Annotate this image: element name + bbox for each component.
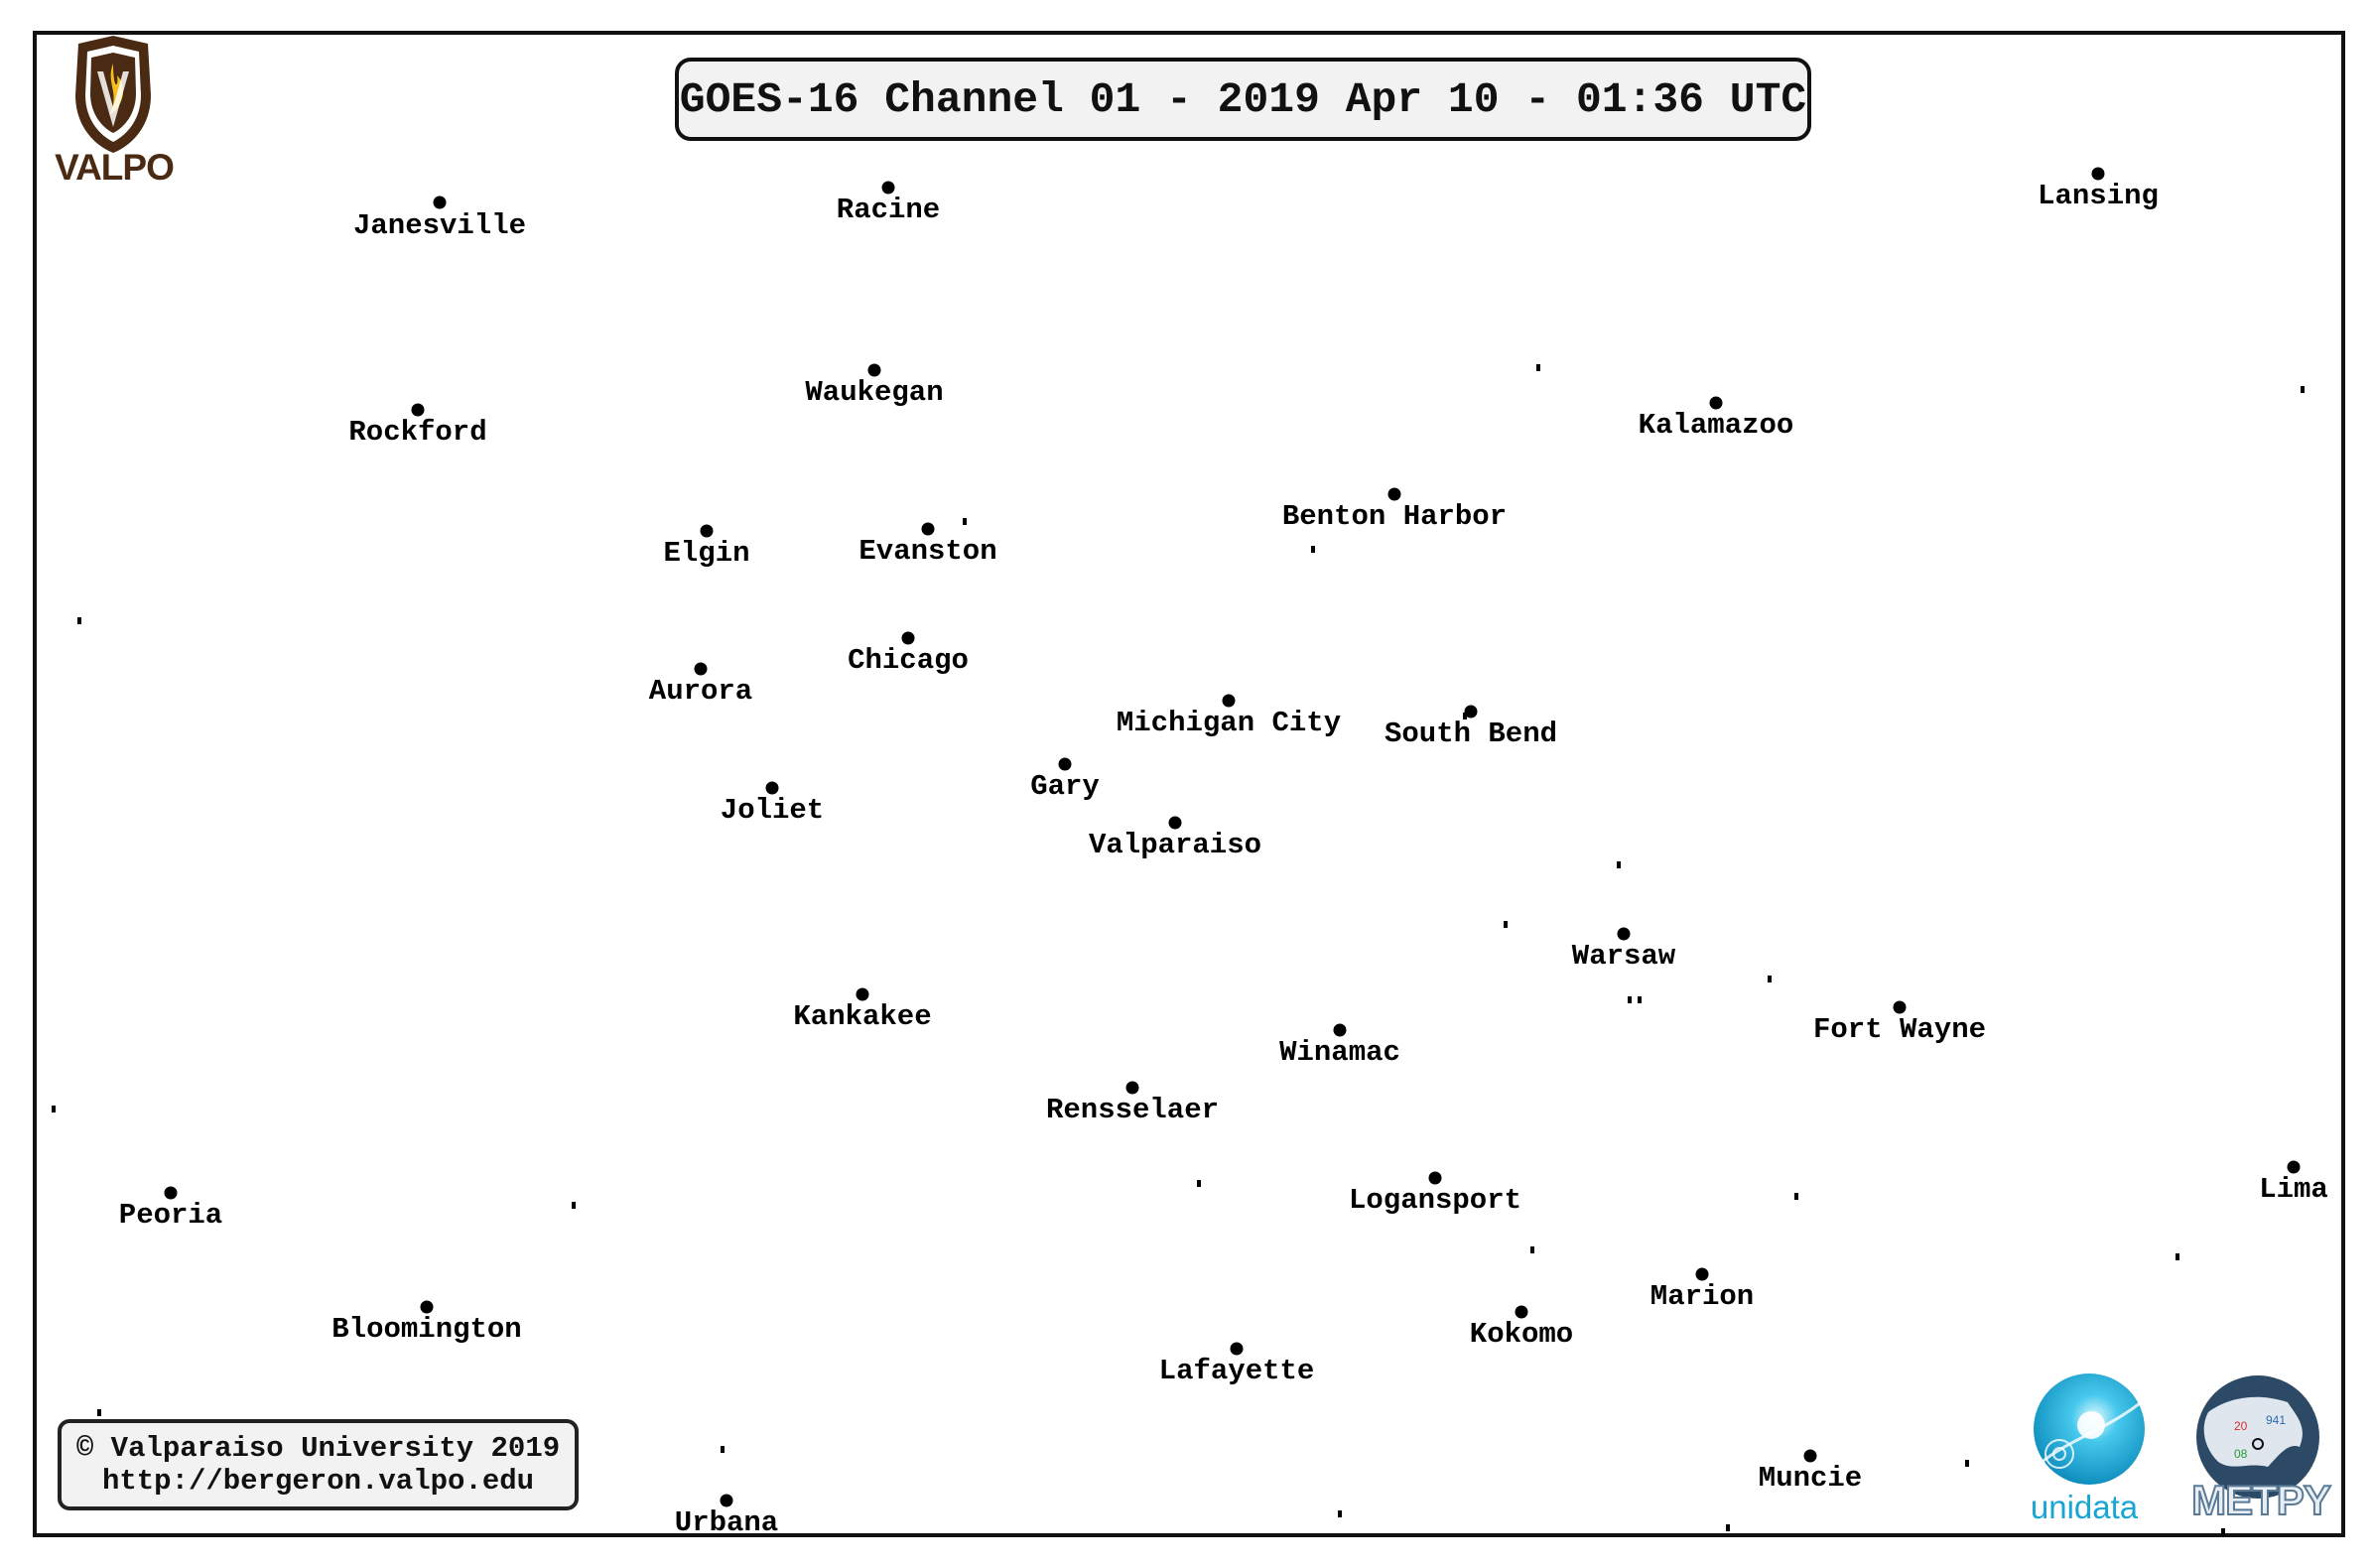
city-marker [433, 196, 447, 209]
city-marker [1125, 1081, 1139, 1095]
city-marker [867, 363, 881, 377]
svg-text:08: 08 [2234, 1447, 2248, 1461]
speck [1965, 1460, 1969, 1467]
speck [1794, 1193, 1798, 1200]
speck [1504, 921, 1508, 928]
city-marker [1803, 1449, 1817, 1463]
speck [97, 1409, 101, 1416]
unidata-logo-text: unidata [2030, 1489, 2139, 1525]
website-url: http://bergeron.valpo.edu [101, 1465, 535, 1498]
city-label: Aurora [648, 675, 753, 708]
city-label: Lansing [2038, 180, 2159, 212]
city-label: Valparaiso [1088, 829, 1262, 861]
city-marker [720, 1494, 733, 1507]
city-label: Joliet [720, 794, 825, 827]
metpy-logo-text: METPY [2190, 1476, 2332, 1524]
speck [1726, 1524, 1730, 1531]
map-title: GOES-16 Channel 01 - 2019 Apr 10 - 01:36… [675, 58, 1811, 141]
svg-text:20: 20 [2234, 1419, 2248, 1433]
speck [1338, 1510, 1342, 1517]
city-marker [164, 1186, 178, 1200]
city-label: Waukegan [805, 376, 944, 409]
speck [721, 1446, 725, 1453]
city-label: Kalamazoo [1638, 409, 1794, 442]
city-marker [856, 987, 869, 1001]
city-label: Rockford [348, 416, 487, 449]
speck [963, 518, 967, 525]
city-marker [921, 522, 935, 536]
copyright-line: © Valparaiso University 2019 [75, 1432, 561, 1465]
city-label: Fort Wayne [1812, 1013, 1987, 1046]
speck [572, 1202, 576, 1209]
speck [1768, 976, 1772, 982]
city-label: Winamac [1279, 1036, 1400, 1069]
city-marker [881, 181, 895, 195]
city-marker [420, 1300, 434, 1314]
city-marker [694, 662, 708, 676]
speck [1617, 861, 1621, 868]
city-label: South Bend [1384, 718, 1558, 750]
city-marker [1168, 816, 1182, 830]
city-label: Logansport [1348, 1184, 1522, 1217]
city-marker [2091, 167, 2105, 181]
speck [1638, 996, 1642, 1003]
copyright-box: © Valparaiso University 2019 http://berg… [58, 1419, 579, 1510]
valpo-logo-text: VALPO [55, 147, 175, 188]
city-marker [1464, 705, 1478, 719]
city-label: Kankakee [793, 1000, 932, 1033]
city-label: Chicago [848, 644, 969, 677]
city-marker [1058, 757, 1072, 771]
city-marker [901, 631, 915, 645]
speck [2176, 1253, 2179, 1260]
city-marker [2287, 1160, 2301, 1174]
city-label: Warsaw [1571, 940, 1676, 973]
svg-text:941: 941 [2266, 1413, 2286, 1427]
metpy-logo-icon: 20 941 08 [2196, 1375, 2319, 1499]
speck [52, 1106, 56, 1112]
valpo-logo-icon [75, 36, 151, 153]
city-marker [1515, 1305, 1528, 1319]
city-label: Peoria [118, 1199, 223, 1232]
speck [1628, 996, 1632, 1003]
city-label: Janesville [352, 209, 527, 242]
city-label: Lafayette [1158, 1355, 1315, 1387]
city-label: Urbana [674, 1506, 779, 1539]
speck [1463, 713, 1467, 719]
unidata-logo-icon [2034, 1373, 2146, 1485]
city-label: Lima [2259, 1173, 2328, 1206]
city-label: Evanston [858, 535, 997, 568]
city-marker [1709, 396, 1723, 410]
city-marker [1617, 927, 1631, 941]
city-marker [411, 403, 425, 417]
city-label: Muncie [1758, 1462, 1863, 1495]
city-label: Marion [1649, 1280, 1755, 1313]
city-label: Elgin [663, 537, 750, 570]
city-label: Michigan City [1116, 707, 1342, 739]
speck [1311, 546, 1315, 553]
speck [77, 617, 81, 624]
city-marker [1230, 1342, 1244, 1356]
city-label: Rensselaer [1045, 1094, 1220, 1126]
city-label: Gary [1030, 770, 1100, 803]
speck [1536, 364, 1540, 371]
speck [1197, 1180, 1201, 1187]
city-marker [1695, 1267, 1709, 1281]
city-label: Bloomington [331, 1313, 522, 1346]
city-marker [1387, 487, 1401, 501]
city-marker [1428, 1171, 1442, 1185]
city-marker [700, 524, 714, 538]
city-marker [765, 781, 779, 795]
city-label: Racine [836, 194, 941, 226]
map-frame [33, 31, 2345, 1537]
city-marker [1222, 694, 1236, 708]
city-marker [1893, 1000, 1907, 1014]
speck [1530, 1246, 1534, 1253]
city-label: Benton Harbor [1281, 500, 1508, 533]
speck [2301, 386, 2305, 393]
speck [2221, 1528, 2225, 1535]
city-label: Kokomo [1469, 1318, 1574, 1351]
city-marker [1333, 1023, 1347, 1037]
